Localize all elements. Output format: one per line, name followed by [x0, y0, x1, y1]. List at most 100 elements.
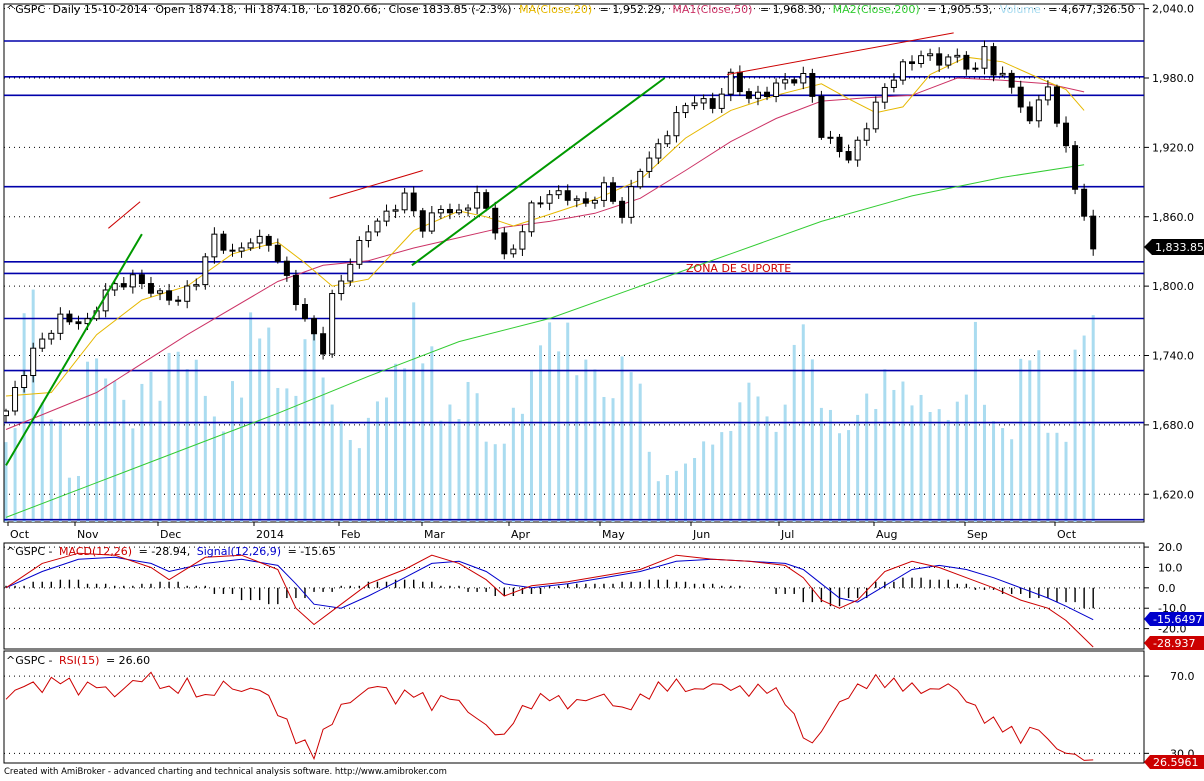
rsi-value: = 26.60	[106, 654, 150, 667]
macd-value: = -28.94,	[139, 545, 191, 558]
volume-bar	[466, 381, 470, 522]
candle-body	[157, 290, 164, 294]
macd-tick-label: 20.0	[1158, 541, 1183, 554]
month-label: May	[602, 528, 625, 541]
volume-bar	[366, 417, 370, 522]
candle-body	[854, 139, 861, 161]
macd-tick-label: 10.0	[1158, 561, 1183, 574]
volume-bar	[511, 407, 515, 522]
candle-body	[519, 231, 526, 250]
last-price-text: 1,833.85	[1155, 241, 1204, 254]
candle-body	[736, 71, 743, 93]
volume-bar	[493, 444, 497, 522]
candle-body	[863, 128, 870, 141]
volume-bar	[212, 416, 216, 522]
rsi-y-axis: 30.070.0	[1144, 670, 1195, 760]
candle-body	[12, 387, 19, 412]
volume-bar	[1046, 432, 1050, 522]
month-label: 2014	[256, 528, 284, 541]
volume-bar	[475, 393, 479, 522]
price-tick-label: 1,920.0	[1152, 141, 1194, 154]
volume-bar	[575, 375, 579, 522]
volume-bar	[529, 370, 533, 522]
price-header: ^GSPC Daily 15-10-2014 Open 1874.18, Hi …	[6, 3, 1135, 16]
volume-bar	[249, 312, 253, 522]
signal-badge-text: -15.6497	[1153, 613, 1202, 626]
volume-bar	[385, 397, 389, 522]
volume-bar	[104, 378, 108, 522]
candle-body	[129, 274, 136, 288]
candle-body	[347, 263, 354, 282]
ma200-line	[5, 164, 1085, 518]
volume-bar	[602, 396, 606, 522]
candle-body	[727, 71, 734, 95]
volume-bar	[665, 475, 669, 522]
candle-body	[1026, 106, 1033, 122]
candle-body	[972, 67, 979, 70]
volume-bar	[158, 400, 162, 522]
price-tick-label: 1,680.0	[1152, 419, 1194, 432]
candle-body	[320, 333, 327, 355]
volume-bar	[403, 368, 407, 522]
candle-body	[147, 283, 154, 294]
candle-body	[881, 86, 888, 103]
volume-bar	[819, 407, 823, 522]
volume-bar	[792, 344, 796, 522]
volume-bar	[520, 413, 524, 522]
open-value: Open 1874.18,	[155, 3, 237, 16]
candle-body	[1072, 145, 1079, 190]
volume-bar	[593, 369, 597, 522]
volume-bar	[747, 382, 751, 522]
volume-bar	[1037, 350, 1041, 522]
rsi-tick-label: 70.0	[1170, 670, 1195, 683]
volume-bar	[856, 414, 860, 522]
candle-body	[1063, 122, 1070, 147]
rsi-panel	[3, 650, 1145, 764]
month-label: Nov	[77, 528, 99, 541]
month-label: Dec	[160, 528, 181, 541]
volume-bar	[584, 359, 588, 522]
volume-bar	[946, 419, 950, 522]
volume-bar	[276, 387, 280, 522]
month-label: Mar	[424, 528, 445, 541]
volume-bar	[629, 372, 633, 522]
candle-body	[582, 198, 589, 204]
volume-bar	[937, 409, 941, 522]
candle-body	[419, 210, 426, 232]
candle-body	[4, 410, 9, 417]
macd-header: ^GSPC - MACD(12,26) = -28.94, Signal(12,…	[6, 545, 336, 558]
volume-bar	[285, 388, 289, 522]
candle-body	[220, 233, 227, 251]
volume-bar	[702, 441, 706, 522]
candle-body	[981, 46, 988, 69]
candle-body	[673, 112, 680, 137]
trendline	[108, 201, 141, 229]
volume-bar	[756, 396, 760, 522]
macd-panel	[3, 542, 1145, 650]
candle-body	[338, 280, 345, 295]
volume-bar	[167, 352, 171, 522]
candle-body	[927, 53, 934, 57]
volume-bar	[1010, 439, 1014, 522]
candle-body	[166, 290, 173, 301]
macd-symbol: ^GSPC -	[6, 545, 53, 558]
symbol: ^GSPC	[6, 3, 45, 16]
rsi-badge-text: 26.5961	[1153, 756, 1199, 769]
volume-bar	[430, 346, 434, 522]
price-tick-label: 2,040.0	[1152, 3, 1194, 16]
volume-bar	[1073, 349, 1077, 522]
volume-bar	[4, 442, 8, 522]
volume-bar	[412, 302, 416, 522]
volume-bar	[955, 401, 959, 522]
candle-body	[836, 136, 843, 153]
candle-body	[356, 240, 363, 265]
volume-bar	[729, 430, 733, 522]
candle-body	[1053, 86, 1060, 124]
volume-bar	[638, 383, 642, 522]
volume-bar	[421, 363, 425, 522]
candle-body	[274, 244, 281, 262]
candle-body	[265, 235, 272, 246]
candle-body	[374, 220, 381, 233]
volume-bar	[901, 381, 905, 522]
candle-body	[773, 82, 780, 97]
